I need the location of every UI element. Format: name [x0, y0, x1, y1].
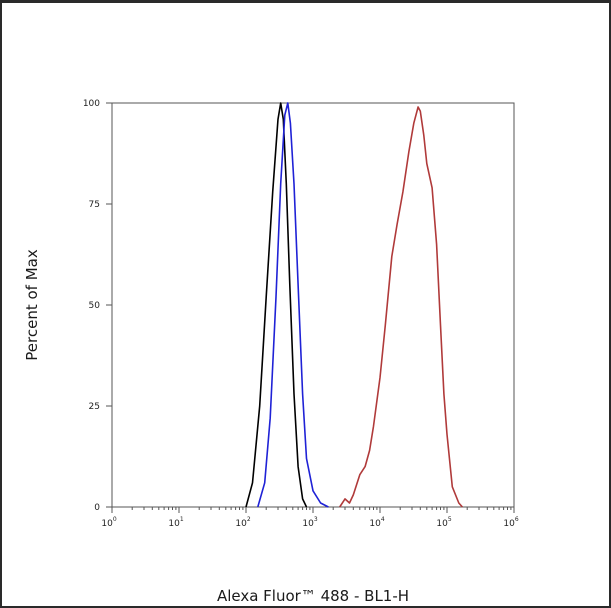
y-tick-label: 50 — [89, 301, 101, 311]
y-tick-label: 75 — [89, 200, 100, 210]
x-tick-label: 103 — [302, 516, 317, 529]
x-tick-label: 104 — [369, 516, 384, 529]
y-axis-ticks: 0 25 50 75 100 — [83, 99, 112, 513]
y-tick-label: 100 — [83, 99, 100, 109]
x-tick-label: 105 — [436, 516, 451, 529]
x-tick-label: 106 — [503, 516, 518, 529]
series-group — [245, 102, 463, 508]
y-axis-title: Percent of Max — [23, 249, 41, 361]
x-axis-title: Alexa Fluor™ 488 - BL1-H — [217, 587, 409, 605]
series-line-3 — [339, 106, 463, 508]
x-tick-label: 101 — [168, 516, 183, 529]
series-line-1 — [245, 102, 308, 508]
x-axis-ticks: 100 101 102 103 104 105 106 — [101, 507, 519, 529]
x-tick-label: 100 — [101, 516, 116, 529]
y-tick-label: 25 — [89, 402, 100, 412]
plot-area — [111, 102, 515, 508]
x-tick-label: 102 — [235, 516, 250, 529]
series-line-2 — [257, 102, 329, 508]
y-tick-label: 0 — [94, 503, 100, 513]
